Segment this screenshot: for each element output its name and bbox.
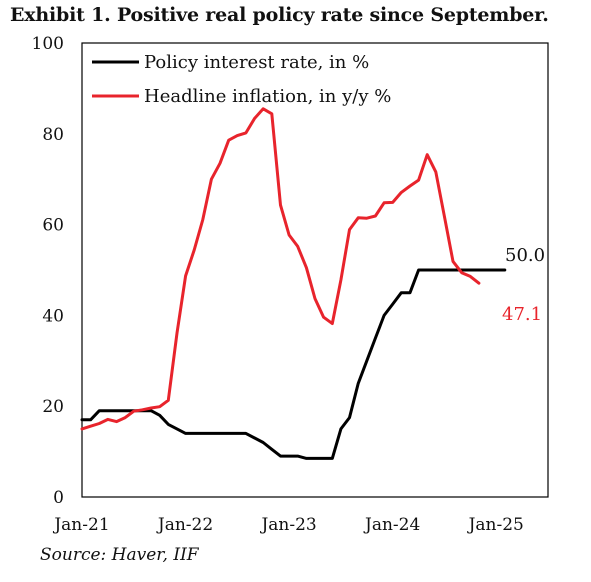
end-label-policy-rate: 50.0 xyxy=(505,245,545,266)
series-lines xyxy=(80,107,507,460)
y-tick-label: 20 xyxy=(42,397,64,417)
y-axis-ticks: 0 20 40 60 80 100 xyxy=(32,34,64,508)
chart-title: Exhibit 1. Positive real policy rate sin… xyxy=(10,4,549,26)
x-tick-label: Jan-25 xyxy=(467,515,524,535)
y-tick-label: 0 xyxy=(53,488,64,508)
series-line-headline-inflation xyxy=(80,107,481,431)
plot-area-frame xyxy=(81,42,549,498)
end-label-headline-inflation: 47.1 xyxy=(502,304,542,325)
x-tick-label: Jan-21 xyxy=(52,515,109,535)
source-note: Source: Haver, IIF xyxy=(40,545,199,565)
y-tick-label: 60 xyxy=(42,216,64,236)
y-tick-label: 80 xyxy=(42,125,64,145)
end-labels: 50.0 47.1 xyxy=(502,245,545,325)
legend-label: Policy interest rate, in % xyxy=(144,52,369,73)
series-line-policy-rate xyxy=(80,268,507,460)
legend-label: Headline inflation, in y/y % xyxy=(144,86,391,107)
x-axis-ticks: Jan-21 Jan-22 Jan-23 Jan-24 Jan-25 xyxy=(52,515,524,535)
x-tick-label: Jan-22 xyxy=(156,515,213,535)
legend: Policy interest rate, in % Headline infla… xyxy=(92,52,391,107)
y-tick-label: 40 xyxy=(42,306,64,326)
x-tick-label: Jan-24 xyxy=(363,515,420,535)
x-tick-label: Jan-23 xyxy=(259,515,316,535)
y-tick-label: 100 xyxy=(32,34,64,54)
